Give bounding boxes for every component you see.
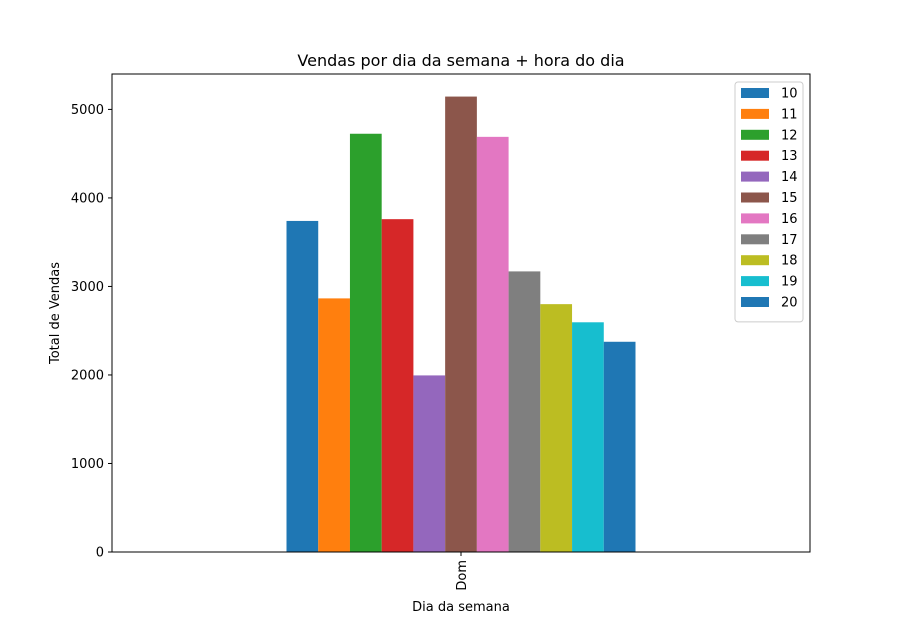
x-axis-ticks: Dom	[455, 552, 470, 591]
bar-19	[572, 322, 604, 552]
y-axis-label: Total de Vendas	[48, 262, 63, 365]
y-tick-label: 4000	[71, 191, 104, 206]
legend-swatch-18	[741, 255, 769, 266]
legend-swatch-16	[741, 213, 769, 224]
legend-label-19: 19	[781, 275, 798, 290]
bar-17	[508, 271, 541, 552]
bar-20	[603, 341, 636, 552]
y-axis-ticks: 0 1000 2000 3000 4000 5000	[71, 103, 112, 561]
bar-13	[381, 219, 414, 553]
legend-swatch-15	[741, 192, 769, 203]
legend-swatch-11	[741, 108, 769, 119]
legend-swatch-13	[741, 150, 769, 161]
legend-label-12: 12	[781, 128, 798, 143]
y-tick-label: 0	[96, 546, 104, 561]
y-tick-label: 3000	[71, 280, 104, 295]
bar-15	[445, 96, 477, 552]
bar-11	[318, 298, 350, 552]
chart-title: Vendas por dia da semana + hora do dia	[297, 51, 624, 70]
legend-label-14: 14	[781, 170, 798, 185]
legend-swatch-10	[741, 88, 769, 98]
legend-label-11: 11	[781, 107, 798, 122]
legend-label-16: 16	[781, 212, 798, 227]
bar-14	[413, 375, 446, 552]
legend-swatch-12	[741, 129, 769, 140]
legend-label-20: 20	[781, 296, 798, 311]
y-tick-label: 5000	[71, 103, 104, 118]
bars-group	[286, 96, 636, 553]
x-axis-label: Dia da semana	[412, 600, 510, 615]
legend-swatch-20	[741, 297, 769, 307]
y-tick-label: 1000	[71, 457, 104, 472]
legend-label-13: 13	[781, 149, 798, 164]
legend-label-10: 10	[781, 87, 798, 102]
legend-label-17: 17	[781, 233, 798, 248]
y-tick-label: 2000	[71, 368, 104, 383]
legend-swatch-17	[741, 234, 769, 245]
legend-swatch-14	[741, 171, 769, 182]
legend-swatch-19	[741, 276, 769, 287]
bar-18	[540, 304, 573, 552]
legend-label-18: 18	[781, 254, 798, 269]
x-tick-label: Dom	[455, 560, 470, 591]
legend: 10 11 12 13 14 15 16 17 18 19 20	[734, 81, 804, 323]
bar-12	[349, 133, 382, 552]
legend-label-15: 15	[781, 191, 798, 206]
bar-16	[476, 136, 509, 552]
bar-10	[286, 220, 319, 552]
